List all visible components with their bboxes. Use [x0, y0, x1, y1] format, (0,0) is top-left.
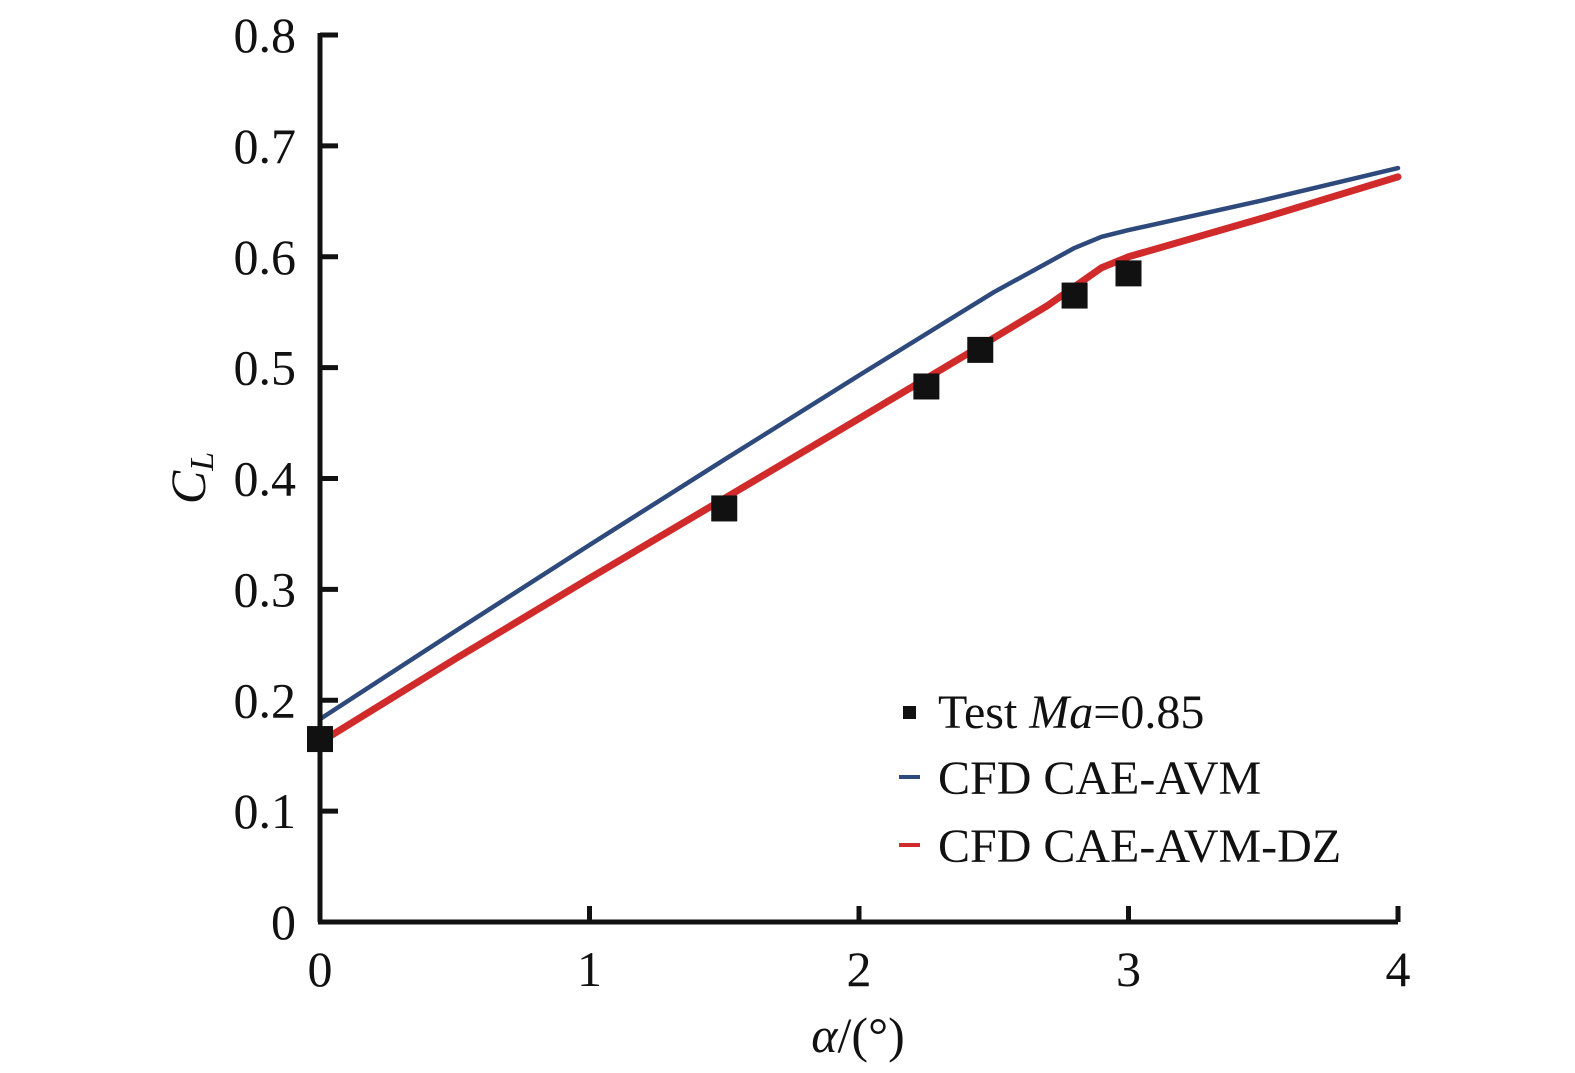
series-line-cae-avm — [317, 165, 1401, 722]
legend-label-cae-avm: CFD CAE-AVM — [938, 752, 1261, 805]
y-tick-label: 0.5 — [234, 340, 297, 396]
x-tick-label: 4 — [1386, 941, 1411, 997]
x-axis-label: α/(°) — [811, 1007, 904, 1063]
data-point-test — [913, 373, 940, 400]
y-tick-label: 0.4 — [234, 451, 297, 507]
data-point-test — [967, 336, 994, 363]
y-tick-label: 0.8 — [234, 7, 297, 63]
x-axis-unit: /(°) — [838, 1007, 905, 1063]
y-tick-label: 0.1 — [234, 783, 297, 839]
legend-label-cae-avm-dz: CFD CAE-AVM-DZ — [938, 820, 1341, 873]
x-tick-label: 0 — [308, 941, 333, 997]
data-point-test — [1115, 260, 1142, 287]
plot-lines — [316, 165, 1402, 746]
plot-points — [307, 260, 1142, 753]
series-line-cae-avm-dz — [316, 173, 1402, 746]
y-tick-label: 0 — [271, 894, 296, 950]
y-tick-label: 0.7 — [234, 118, 297, 174]
y-axis-label: CL — [160, 452, 221, 504]
y-axis-symbol: C — [160, 470, 216, 504]
legend-label-test: Test Ma=0.85 — [938, 686, 1204, 739]
y-tick-label: 0.2 — [234, 672, 297, 728]
data-point-test — [711, 495, 738, 522]
y-tick-label: 0.6 — [234, 229, 297, 285]
x-tick-label: 3 — [1116, 941, 1141, 997]
legend-label-test-prefix: Test — [938, 686, 1029, 739]
legend-label-test-italic: Ma — [1028, 686, 1093, 739]
y-axis-subscript: L — [184, 452, 221, 472]
x-tick-label: 1 — [577, 941, 602, 997]
legend: Test Ma=0.85 CFD CAE-AVM CFD CAE-AVM-DZ — [899, 686, 1341, 873]
ticks: 0 1 2 3 4 0 0.1 0.2 0.3 0.4 0.5 0.6 0.7 0.8 — [234, 7, 1411, 997]
data-point-test — [1061, 282, 1088, 309]
legend-marker-test — [903, 706, 916, 719]
x-tick-label: 2 — [847, 941, 872, 997]
x-axis-symbol: α — [811, 1007, 839, 1063]
y-tick-label: 0.3 — [234, 561, 297, 617]
legend-label-test-suffix: =0.85 — [1093, 686, 1204, 739]
